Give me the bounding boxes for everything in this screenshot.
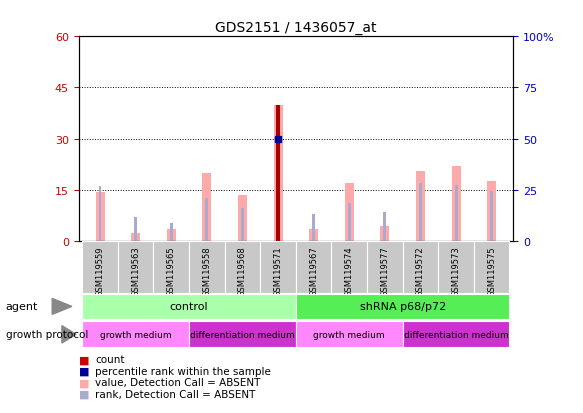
Polygon shape bbox=[52, 299, 72, 315]
Text: GSM119572: GSM119572 bbox=[416, 246, 425, 296]
Bar bbox=[241, 209, 244, 242]
Text: GSM119574: GSM119574 bbox=[345, 246, 354, 296]
Bar bbox=[490, 192, 493, 242]
Text: GSM119577: GSM119577 bbox=[380, 246, 389, 297]
Bar bbox=[348, 204, 351, 242]
Text: count: count bbox=[95, 354, 125, 364]
Bar bbox=[384, 213, 387, 242]
Bar bbox=[381, 226, 389, 242]
Bar bbox=[260, 242, 296, 293]
Bar bbox=[99, 186, 101, 242]
Text: ■: ■ bbox=[79, 354, 89, 364]
Bar bbox=[167, 230, 175, 242]
Text: GSM119571: GSM119571 bbox=[273, 246, 283, 296]
Text: agent: agent bbox=[6, 301, 38, 312]
Bar bbox=[224, 242, 260, 293]
Bar bbox=[296, 242, 332, 293]
Text: GSM119563: GSM119563 bbox=[131, 246, 140, 297]
Bar bbox=[205, 199, 208, 242]
Bar bbox=[82, 294, 296, 319]
Bar bbox=[189, 242, 224, 293]
Bar bbox=[118, 242, 153, 293]
Text: GSM119565: GSM119565 bbox=[167, 246, 175, 296]
Text: control: control bbox=[170, 301, 208, 312]
Bar bbox=[332, 242, 367, 293]
Bar bbox=[296, 294, 510, 319]
Bar bbox=[345, 184, 354, 242]
Bar bbox=[82, 321, 189, 348]
Text: ■: ■ bbox=[79, 389, 89, 399]
Bar bbox=[189, 321, 296, 348]
Bar bbox=[452, 167, 461, 242]
Bar bbox=[455, 185, 458, 242]
Text: GSM119567: GSM119567 bbox=[309, 246, 318, 297]
Bar bbox=[277, 140, 279, 242]
Bar bbox=[273, 105, 283, 242]
Text: rank, Detection Call = ABSENT: rank, Detection Call = ABSENT bbox=[95, 389, 255, 399]
Bar bbox=[312, 214, 315, 242]
Bar bbox=[416, 172, 425, 242]
Bar bbox=[419, 183, 422, 242]
Title: GDS2151 / 1436057_at: GDS2151 / 1436057_at bbox=[215, 21, 377, 35]
Text: value, Detection Call = ABSENT: value, Detection Call = ABSENT bbox=[95, 377, 261, 387]
Bar bbox=[170, 223, 173, 242]
Text: differentiation medium: differentiation medium bbox=[403, 330, 508, 339]
Bar bbox=[276, 105, 280, 242]
Text: GSM119558: GSM119558 bbox=[202, 246, 212, 296]
Text: differentiation medium: differentiation medium bbox=[190, 330, 295, 339]
Bar bbox=[202, 173, 211, 242]
Text: ■: ■ bbox=[79, 377, 89, 387]
Text: GSM119575: GSM119575 bbox=[487, 246, 496, 296]
Bar bbox=[403, 242, 438, 293]
Bar bbox=[131, 233, 140, 242]
Text: shRNA p68/p72: shRNA p68/p72 bbox=[360, 301, 446, 312]
Text: growth protocol: growth protocol bbox=[6, 330, 88, 339]
Text: ■: ■ bbox=[79, 366, 89, 376]
Bar bbox=[96, 192, 104, 242]
Text: percentile rank within the sample: percentile rank within the sample bbox=[95, 366, 271, 376]
Text: GSM119568: GSM119568 bbox=[238, 246, 247, 297]
Text: GSM119573: GSM119573 bbox=[452, 246, 461, 297]
Bar bbox=[153, 242, 189, 293]
Text: GSM119559: GSM119559 bbox=[96, 246, 104, 296]
Text: growth medium: growth medium bbox=[314, 330, 385, 339]
Bar bbox=[438, 242, 474, 293]
Bar bbox=[367, 242, 403, 293]
Text: growth medium: growth medium bbox=[100, 330, 171, 339]
Bar bbox=[403, 321, 510, 348]
Bar bbox=[474, 242, 510, 293]
Bar bbox=[238, 196, 247, 242]
Polygon shape bbox=[62, 326, 76, 343]
Bar bbox=[82, 242, 118, 293]
Bar bbox=[296, 321, 403, 348]
Bar bbox=[309, 230, 318, 242]
Bar bbox=[487, 182, 496, 242]
Bar bbox=[134, 217, 137, 242]
